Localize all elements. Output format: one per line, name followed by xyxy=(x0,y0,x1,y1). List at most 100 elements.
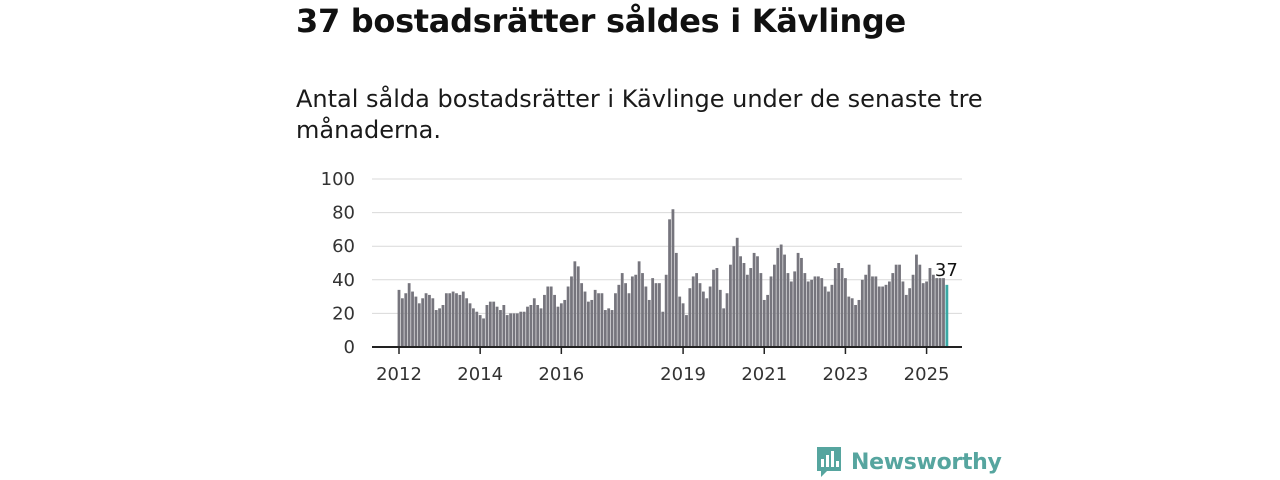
bar xyxy=(894,264,898,347)
bar xyxy=(417,303,421,347)
bar xyxy=(864,274,868,347)
bar xyxy=(651,278,655,347)
bar xyxy=(844,278,847,347)
bar xyxy=(881,286,885,347)
bar xyxy=(891,273,895,347)
bar xyxy=(678,296,682,347)
x-tick-label: 2016 xyxy=(538,364,584,385)
bar xyxy=(505,315,509,347)
bar xyxy=(887,281,891,347)
bar xyxy=(783,254,786,347)
bar xyxy=(921,283,925,347)
y-tick-label: 0 xyxy=(344,337,355,358)
bar xyxy=(803,273,807,347)
x-tick-label: 2023 xyxy=(823,364,869,385)
bar xyxy=(556,306,560,347)
bar xyxy=(451,291,455,347)
bar xyxy=(624,283,627,347)
bar xyxy=(712,269,715,347)
bar xyxy=(749,268,753,347)
bar xyxy=(715,268,719,347)
bar xyxy=(860,279,864,347)
bar xyxy=(546,286,550,347)
bar xyxy=(942,278,945,347)
bar xyxy=(898,264,901,347)
bar xyxy=(590,299,594,347)
bar xyxy=(681,303,685,347)
bar xyxy=(597,293,600,347)
bar xyxy=(931,274,935,347)
bar xyxy=(576,266,580,347)
x-tick-label: 2012 xyxy=(376,364,422,385)
bar xyxy=(570,276,573,347)
bar xyxy=(664,274,668,347)
bar xyxy=(695,273,699,347)
bar xyxy=(732,246,736,347)
bar xyxy=(762,299,766,347)
bar xyxy=(718,289,722,347)
bar xyxy=(566,286,570,347)
bar xyxy=(847,296,851,347)
bar xyxy=(607,308,611,347)
x-tick-label: 2025 xyxy=(904,364,950,385)
bar xyxy=(911,274,915,347)
axes: 0 20 40 60 80 100 37 2012 2014 2016 2019 2021 2023 20… xyxy=(321,169,962,385)
bar xyxy=(827,291,830,347)
bar xyxy=(526,306,529,347)
bar xyxy=(647,299,651,347)
bar xyxy=(455,293,458,347)
bar xyxy=(522,311,526,347)
bar xyxy=(773,264,776,347)
bar xyxy=(793,271,797,347)
y-tick-label: 40 xyxy=(332,270,355,291)
bar xyxy=(729,264,732,347)
bar xyxy=(796,252,800,347)
bar xyxy=(600,293,604,347)
bar xyxy=(573,261,577,347)
bar xyxy=(874,276,878,347)
bar xyxy=(661,311,665,347)
bar xyxy=(478,315,482,347)
bar xyxy=(482,318,485,347)
bar xyxy=(610,310,614,347)
bar xyxy=(512,313,516,347)
bar xyxy=(536,305,540,347)
bar xyxy=(475,311,479,347)
bar xyxy=(411,291,414,347)
bar xyxy=(641,273,644,347)
bar xyxy=(614,293,617,347)
bar xyxy=(867,264,871,347)
bar-highlight xyxy=(945,284,949,347)
bar xyxy=(509,313,513,347)
bar xyxy=(441,305,445,347)
bar xyxy=(904,294,908,347)
x-tick-label: 2019 xyxy=(660,364,706,385)
bar xyxy=(499,310,502,347)
bar xyxy=(915,254,918,347)
bar xyxy=(674,252,678,347)
x-tick-label: 2021 xyxy=(741,364,787,385)
bar xyxy=(644,286,648,347)
bar xyxy=(857,299,861,347)
bar xyxy=(627,293,631,347)
x-tick-label: 2014 xyxy=(457,364,503,385)
brand-logo[interactable]: Newsworthy xyxy=(815,445,1002,479)
bar xyxy=(637,261,641,347)
bar xyxy=(519,311,523,347)
bar xyxy=(840,268,844,347)
bar xyxy=(620,273,624,347)
bar xyxy=(752,252,756,347)
bar xyxy=(735,237,739,347)
bar xyxy=(810,279,813,347)
bars xyxy=(397,209,949,347)
bar xyxy=(583,291,587,347)
highlight-value-label: 37 xyxy=(935,260,958,281)
bar xyxy=(850,298,854,347)
bar xyxy=(722,308,726,347)
bar xyxy=(837,263,841,347)
bar xyxy=(908,288,912,347)
bar xyxy=(688,288,692,347)
bar xyxy=(938,278,942,347)
bar xyxy=(871,276,874,347)
bar xyxy=(444,293,448,347)
